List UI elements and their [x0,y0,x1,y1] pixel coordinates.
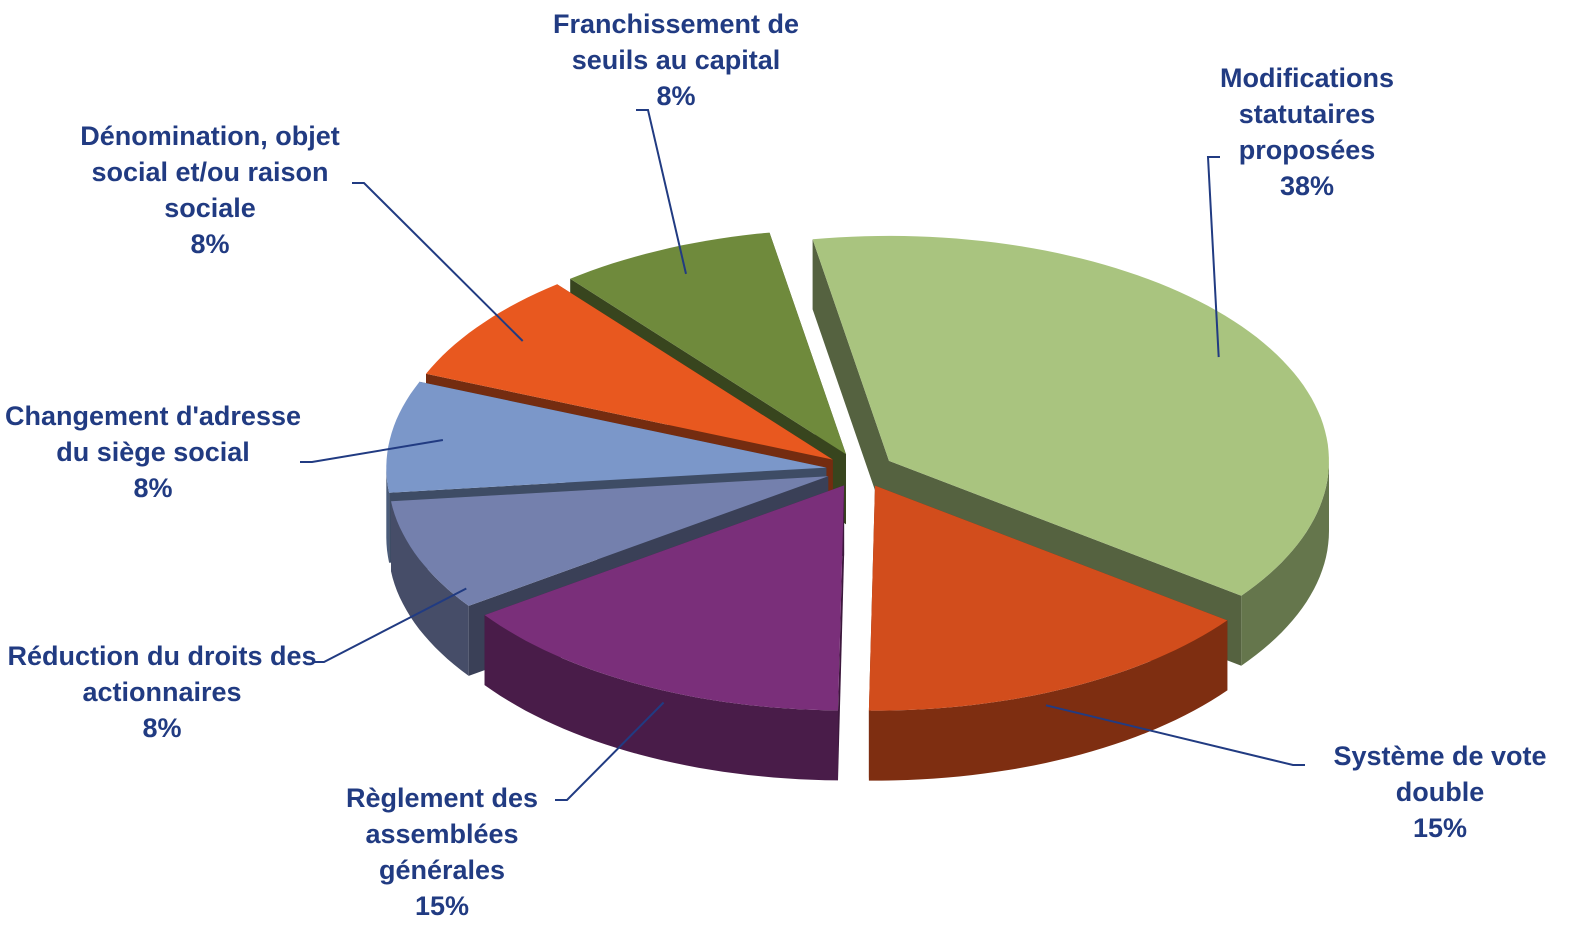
slice-label: Réduction du droits des actionnaires 8% [0,638,327,746]
slice [426,284,833,460]
slice [391,476,829,606]
leader-line [1206,156,1220,358]
slice [484,485,845,711]
slice-side [812,239,889,531]
slice-side [838,485,845,781]
slice-label: Modifications statutaires proposées 38% [1167,60,1447,204]
value-label: 8% [133,473,173,503]
category-label: Changement d'adresse du siège social [4,401,301,467]
category-label: Système de vote double [1333,741,1547,807]
slice-label: Système de vote double 15% [1300,738,1580,846]
slice-wall [386,467,390,563]
leader-line [312,587,467,663]
slice [812,235,1329,596]
category-label: Réduction du droits des actionnaires [7,641,317,707]
slice-wall [1241,460,1329,666]
category-label: Modifications statutaires proposées [1220,63,1394,165]
leader-line [636,109,687,275]
slice [570,232,846,455]
value-label: 8% [190,229,230,259]
slice-label: Dénomination, objet social et/ou raison … [45,118,375,262]
leader-line [1045,704,1305,766]
value-label: 8% [656,81,696,111]
leader-line [300,439,444,463]
value-label: 15% [414,891,470,921]
slice-wall [868,620,1228,781]
value-label: 38% [1279,171,1335,201]
leader-line [555,701,665,801]
category-label: Règlement des assemblées générales [345,783,539,885]
slice-label: Règlement des assemblées générales 15% [312,780,572,924]
slice-label: Changement d'adresse du siège social 8% [0,398,308,506]
value-label: 15% [1412,813,1468,843]
category-label: Franchissement de seuils au capital [552,9,800,75]
value-label: 8% [142,713,182,743]
slice [868,485,1228,711]
leader-line [352,182,524,342]
slice-label: Franchissement de seuils au capital 8% [511,6,841,114]
category-label: Dénomination, objet social et/ou raison … [80,121,340,223]
slice-wall [391,501,469,676]
slice-wall [484,615,838,781]
slice [386,381,827,493]
